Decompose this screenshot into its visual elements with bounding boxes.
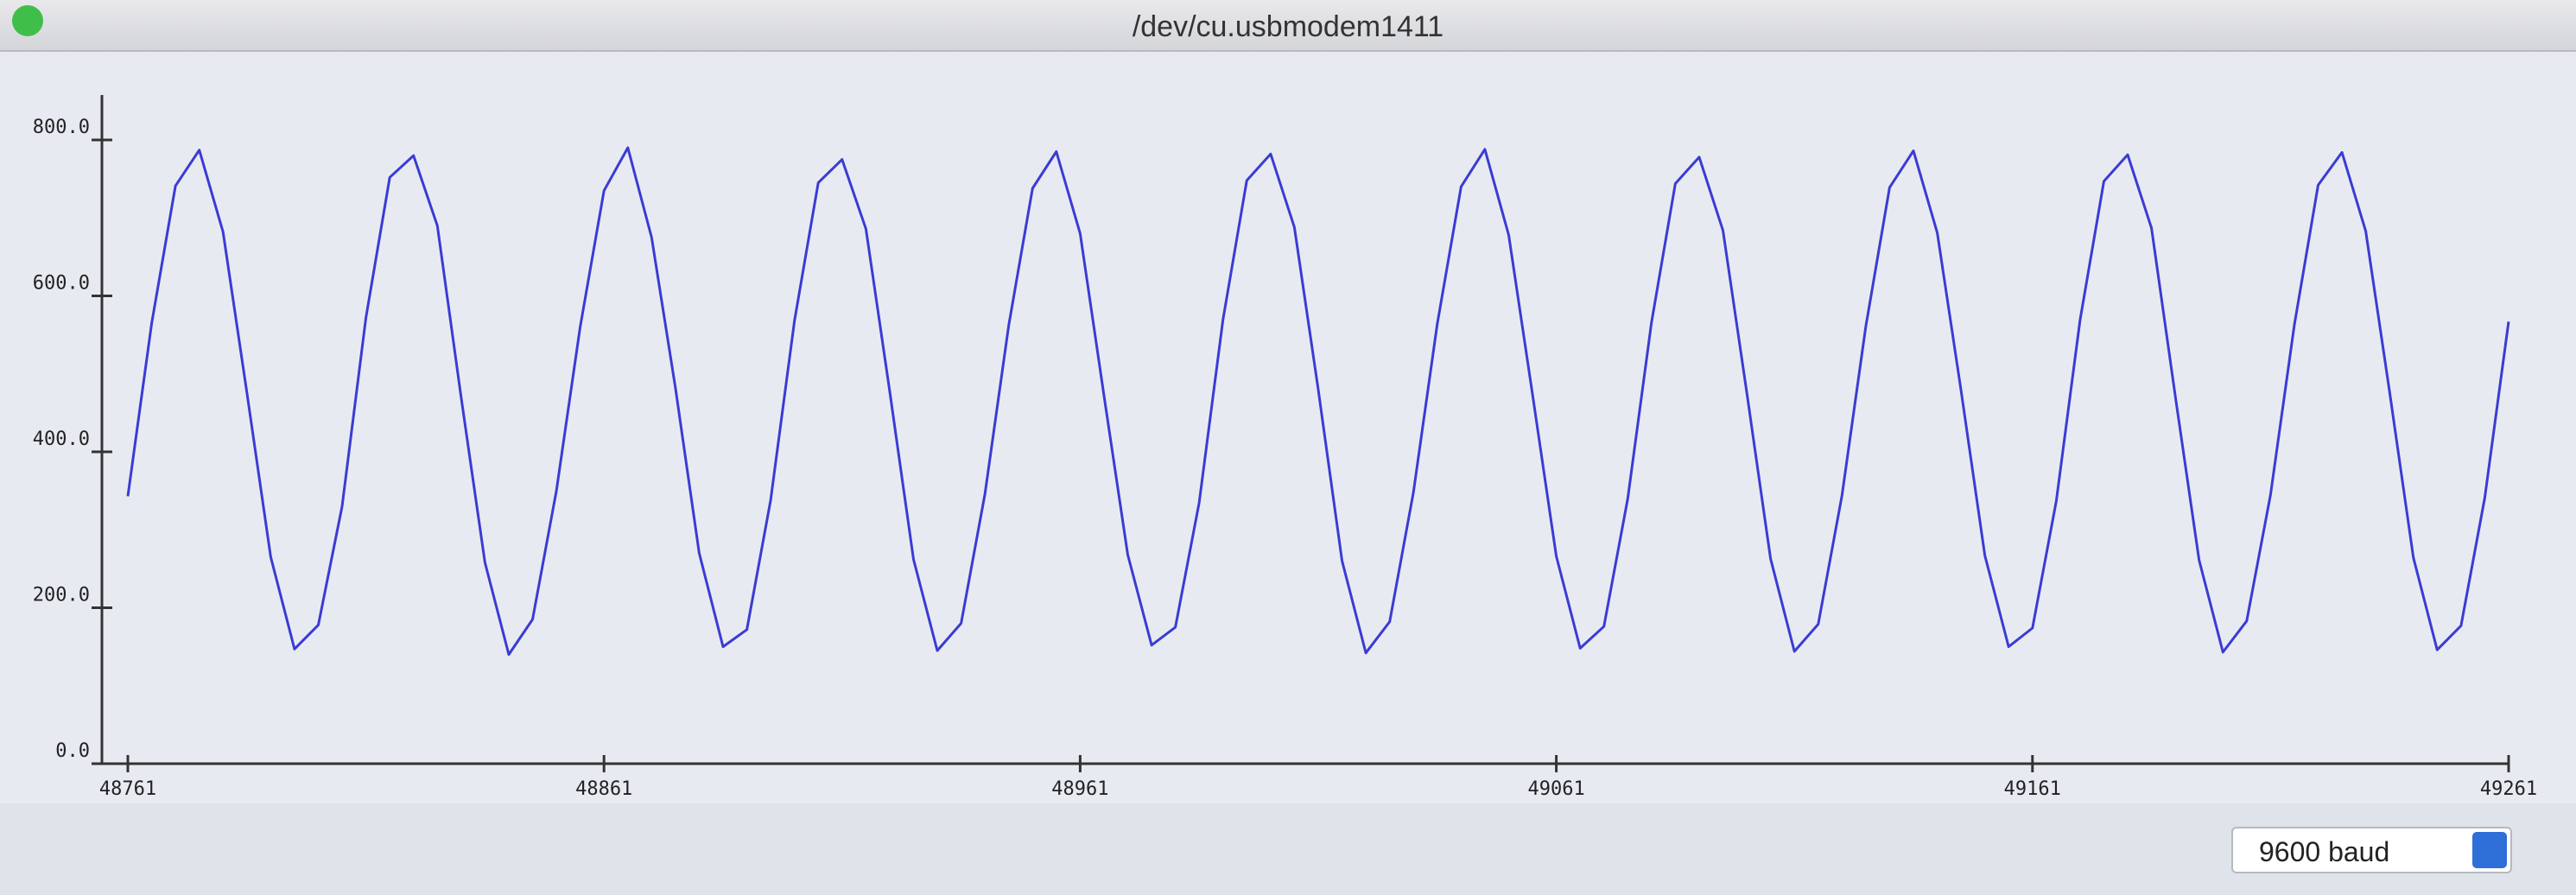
baud-dropdown-button[interactable] — [2472, 832, 2507, 868]
plot-background — [0, 52, 2576, 803]
y-tick-label: 0.0 — [55, 740, 90, 762]
y-tick-label: 600.0 — [33, 273, 90, 295]
x-tick-label: 48761 — [99, 778, 156, 800]
x-tick-label: 49261 — [2480, 778, 2537, 800]
x-tick-label: 49061 — [1527, 778, 1584, 800]
window-title: /dev/cu.usbmodem1411 — [1132, 10, 1444, 43]
x-tick-label: 48961 — [1051, 778, 1108, 800]
x-tick-label: 49161 — [2004, 778, 2061, 800]
y-tick-label: 400.0 — [33, 428, 90, 450]
title-bar: /dev/cu.usbmodem1411 — [0, 0, 2576, 52]
y-tick-label: 200.0 — [33, 585, 90, 606]
window-button[interactable] — [12, 5, 43, 36]
x-tick-label: 48861 — [575, 778, 632, 800]
y-tick-label: 800.0 — [33, 117, 90, 138]
baud-select[interactable]: 9600 baud — [2231, 827, 2512, 873]
signal-line — [126, 146, 2510, 657]
baud-label: 9600 baud — [2259, 836, 2390, 867]
